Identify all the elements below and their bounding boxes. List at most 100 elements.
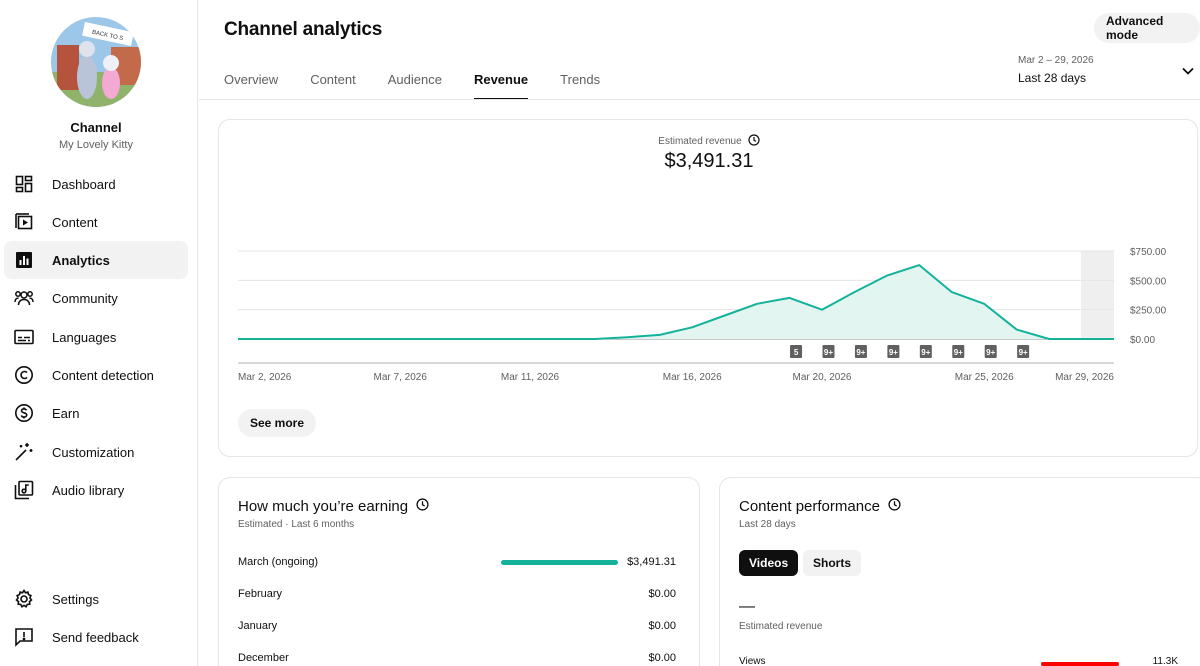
shorts-pill[interactable]: Shorts bbox=[803, 550, 862, 576]
analytics-icon bbox=[13, 249, 35, 271]
advanced-mode-button[interactable]: Advanced mode bbox=[1094, 13, 1200, 43]
chart-video-marker-label: 9+ bbox=[889, 348, 898, 357]
chart-video-marker bbox=[854, 345, 867, 358]
sidebar-item-send-feedback[interactable]: Send feedback bbox=[4, 618, 188, 656]
performance-metric-label: Estimated revenue bbox=[739, 621, 823, 632]
sidebar-item-content[interactable]: Content bbox=[4, 203, 188, 241]
earning-row-value: $0.00 bbox=[648, 652, 676, 664]
sidebar-item-customization[interactable]: Customization bbox=[4, 433, 188, 471]
taskbar-indicator bbox=[1041, 662, 1119, 666]
tab-bar: Overview Content Audience Revenue Trends bbox=[224, 72, 632, 100]
chart-video-marker-label: 9+ bbox=[921, 348, 930, 357]
estimated-revenue-value: $3,491.31 bbox=[664, 150, 754, 172]
channel-title: Channel bbox=[70, 120, 122, 135]
revenue-chart[interactable]: $750.00 $500.00 $250.00 $0.00 5 9+ 9+ 9+ 9+ 9+ 9+ 9… bbox=[219, 120, 1199, 400]
chevron-down-icon bbox=[1181, 63, 1195, 81]
header-divider bbox=[199, 99, 1200, 100]
sidebar-item-label: Earn bbox=[52, 405, 80, 421]
sidebar-item-label: Settings bbox=[52, 591, 99, 607]
chart-y-tick-label: $250.00 bbox=[1130, 306, 1167, 317]
sidebar-item-label: Analytics bbox=[52, 252, 110, 268]
earning-row: January $0.00 bbox=[238, 617, 676, 637]
tab-revenue[interactable]: Revenue bbox=[473, 72, 529, 100]
chart-x-tick-label: Mar 25, 2026 bbox=[955, 372, 1014, 383]
sidebar-item-community[interactable]: Community bbox=[4, 279, 188, 317]
chart-video-marker bbox=[984, 345, 997, 358]
sidebar-item-label: Customization bbox=[52, 444, 135, 460]
earning-row: March (ongoing) $3,491.31 bbox=[238, 553, 676, 573]
date-range-picker[interactable]: Mar 2 – 29, 2026 Last 28 days bbox=[1018, 55, 1198, 85]
sidebar-item-label: Content bbox=[52, 214, 98, 230]
earning-row-value: $0.00 bbox=[648, 588, 676, 600]
sidebar-item-label: Community bbox=[52, 290, 118, 306]
chart-future-region bbox=[1081, 251, 1114, 339]
earning-row-label: March (ongoing) bbox=[238, 556, 319, 568]
sidebar-item-label: Content detection bbox=[52, 367, 154, 383]
videos-pill[interactable]: Videos bbox=[739, 550, 799, 576]
sidebar-item-analytics[interactable]: Analytics bbox=[4, 241, 188, 279]
chart-series-line bbox=[238, 264, 1114, 340]
chart-y-tick-label: $0.00 bbox=[1130, 335, 1155, 346]
sidebar-item-label: Dashboard bbox=[52, 176, 116, 192]
see-more-button[interactable]: See more bbox=[238, 409, 317, 437]
sidebar-item-audio-library[interactable]: Audio library bbox=[4, 471, 188, 509]
chart-x-tick-label: Mar 7, 2026 bbox=[374, 372, 428, 383]
earning-bar bbox=[501, 560, 618, 565]
chart-video-marker-label: 5 bbox=[794, 348, 799, 357]
tab-audience[interactable]: Audience bbox=[387, 72, 442, 87]
sidebar: BACK TO S Channel My Lovely Kitty Dashbo… bbox=[0, 0, 198, 666]
chart-y-tick-label: $500.00 bbox=[1130, 276, 1167, 287]
sidebar-item-earn[interactable]: Earn bbox=[4, 394, 188, 432]
tab-content[interactable]: Content bbox=[310, 72, 356, 87]
tab-overview[interactable]: Overview bbox=[224, 72, 279, 87]
earning-row-label: February bbox=[238, 588, 283, 600]
channel-name[interactable]: My Lovely Kitty bbox=[59, 139, 133, 151]
clock-icon[interactable] bbox=[748, 134, 760, 149]
chart-x-tick-label: Mar 29, 2026 bbox=[1055, 372, 1114, 383]
sidebar-item-content-detection[interactable]: Content detection bbox=[4, 356, 188, 394]
sidebar-item-label: Languages bbox=[52, 329, 117, 345]
earning-card-title: How much you’re earning bbox=[238, 498, 409, 515]
channel-avatar[interactable]: BACK TO S bbox=[51, 17, 141, 107]
chart-video-marker-label: 9+ bbox=[856, 348, 865, 357]
earning-row: February $0.00 bbox=[238, 585, 676, 605]
earning-row-value: $3,491.31 bbox=[627, 556, 676, 568]
gear-icon bbox=[13, 588, 35, 610]
sidebar-item-languages[interactable]: Languages bbox=[4, 318, 188, 356]
chart-video-marker bbox=[887, 345, 900, 358]
languages-icon bbox=[13, 326, 35, 348]
chart-video-marker-label: 9+ bbox=[954, 348, 963, 357]
clock-icon[interactable] bbox=[416, 498, 429, 515]
chart-video-marker bbox=[790, 345, 803, 358]
page-title: Channel analytics bbox=[224, 19, 383, 40]
chart-x-tick-label: Mar 16, 2026 bbox=[663, 372, 722, 383]
sidebar-item-settings[interactable]: Settings bbox=[4, 580, 188, 618]
performance-card-title-row: Content performance bbox=[739, 498, 901, 515]
content-icon bbox=[13, 211, 35, 233]
chart-video-marker bbox=[919, 345, 932, 358]
chart-x-tick-label: Mar 20, 2026 bbox=[793, 372, 852, 383]
chart-video-marker-label: 9+ bbox=[824, 348, 833, 357]
chart-video-marker-label: 9+ bbox=[986, 348, 995, 357]
clock-icon[interactable] bbox=[888, 498, 901, 515]
performance-card-title: Content performance bbox=[739, 498, 880, 515]
avatar-image: BACK TO S bbox=[51, 17, 141, 107]
earning-card: How much you’re earning Estimated · Last… bbox=[218, 477, 700, 666]
chart-y-tick-label: $750.00 bbox=[1130, 247, 1167, 258]
earning-row-label: January bbox=[238, 620, 278, 632]
revenue-card: Estimated revenue $3,491.31 $750.00 $500.… bbox=[218, 119, 1198, 457]
chart-video-marker bbox=[952, 345, 965, 358]
feedback-icon bbox=[13, 626, 35, 648]
sidebar-item-label: Audio library bbox=[52, 482, 125, 498]
sidebar-item-dashboard[interactable]: Dashboard bbox=[4, 165, 188, 203]
performance-metric-value: — bbox=[739, 598, 755, 615]
chart-x-tick-label: Mar 11, 2026 bbox=[501, 372, 560, 383]
audio-library-icon bbox=[13, 479, 35, 501]
earning-card-subtitle: Estimated · Last 6 months bbox=[238, 519, 355, 530]
community-icon bbox=[13, 287, 35, 309]
tab-trends[interactable]: Trends bbox=[560, 72, 601, 87]
performance-card-subtitle: Last 28 days bbox=[739, 519, 796, 530]
dollar-icon bbox=[13, 402, 35, 424]
earning-row-label: December bbox=[238, 652, 289, 664]
chart-video-marker-label: 9+ bbox=[1019, 348, 1028, 357]
